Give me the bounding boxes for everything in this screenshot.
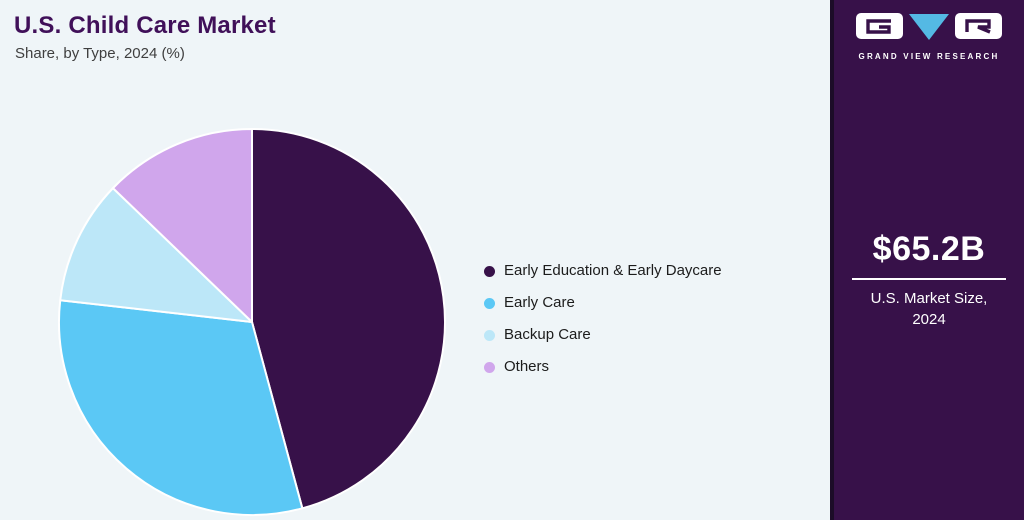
gvr-logo: GRAND VIEW RESEARCH (834, 12, 1024, 61)
pie-slice-3 (111, 128, 253, 323)
legend-label: Backup Care (504, 326, 591, 343)
legend-label: Others (504, 358, 550, 375)
legend-item: Others (484, 357, 722, 377)
market-size-block: $65.2B U.S. Market Size, 2024 (834, 230, 1024, 330)
legend: Early Education & Early Daycare Early Ca… (484, 261, 722, 377)
pie-slice-2 (59, 187, 253, 323)
legend-swatch-icon (484, 297, 495, 309)
logo-g-glyph (866, 19, 891, 34)
legend-label: Early Care (504, 294, 575, 311)
legend-item: Early Education & Early Daycare (484, 261, 722, 281)
chart-header: U.S. Child Care Market Share, by Type, 2… (14, 12, 276, 62)
market-size-value: $65.2B (872, 230, 986, 268)
pie-slice-1 (57, 299, 304, 516)
gvr-logo-mark (856, 13, 1002, 40)
divider (852, 278, 1006, 280)
legend-item: Backup Care (484, 325, 722, 345)
legend-swatch-icon (484, 329, 495, 341)
legend-label: Early Education & Early Daycare (504, 262, 722, 279)
legend-item: Early Care (484, 293, 722, 313)
chart-area: U.S. Child Care Market Share, by Type, 2… (14, 12, 722, 516)
legend-swatch-icon (484, 361, 495, 373)
logo-v-icon (909, 14, 949, 40)
market-size-label-line1: U.S. Market Size, (870, 290, 988, 307)
market-size-label: U.S. Market Size, 2024 (834, 288, 1024, 330)
pie-chart (57, 128, 446, 516)
brand-name: GRAND VIEW RESEARCH (858, 52, 1000, 61)
sidebar: GRAND VIEW RESEARCH $65.2B U.S. Market S… (830, 0, 1024, 520)
page-subtitle: Share, by Type, 2024 (%) (15, 45, 185, 62)
pie-slice-0 (251, 128, 446, 510)
page-title: U.S. Child Care Market (14, 12, 276, 39)
legend-swatch-icon (484, 265, 495, 277)
logo-r-glyph (965, 19, 991, 34)
market-size-label-line2: 2024 (912, 311, 946, 328)
